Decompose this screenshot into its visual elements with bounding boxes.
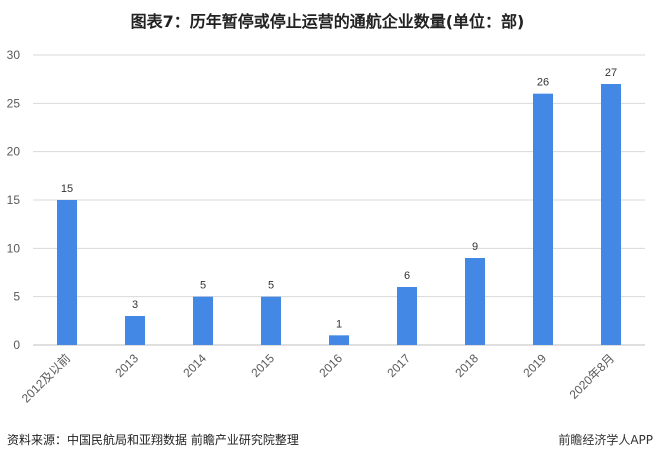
data-label: 27 [605, 67, 617, 79]
bar [125, 316, 145, 345]
bar [261, 296, 281, 345]
bar [329, 335, 349, 345]
bar [465, 258, 485, 345]
y-tick-label: 0 [13, 338, 20, 352]
data-label: 9 [472, 241, 478, 253]
brand-label: 前瞻经济学人APP [558, 433, 653, 447]
bar [601, 84, 621, 345]
bar [57, 200, 77, 345]
x-tick-label: 2012及以前 [18, 351, 73, 406]
x-tick-label: 2014 [180, 351, 209, 380]
x-tick-label: 2018 [452, 351, 481, 380]
y-tick-label: 15 [7, 193, 21, 207]
bar [397, 287, 417, 345]
y-tick-label: 25 [7, 96, 21, 110]
bar [533, 93, 553, 346]
x-tick-label: 2016 [316, 351, 345, 380]
x-tick-label: 2019 [520, 351, 549, 380]
data-label: 3 [132, 299, 138, 311]
source-note: 资料来源：中国民航局和亚翔数据 前瞻产业研究院整理 [7, 433, 299, 447]
y-tick-label: 5 [13, 290, 20, 304]
y-tick-label: 10 [7, 241, 21, 255]
data-label: 1 [336, 318, 342, 330]
data-label: 15 [61, 183, 73, 195]
y-tick-label: 20 [7, 145, 21, 159]
data-label: 26 [537, 77, 549, 89]
x-tick-label: 2013 [112, 351, 141, 380]
x-tick-label: 2017 [384, 351, 413, 380]
x-tick-label: 2020年8月 [567, 351, 617, 401]
bar [193, 296, 213, 345]
chart-title: 图表7：历年暂停或停止运营的通航企业数量(单位：部) [130, 12, 525, 31]
data-label: 5 [268, 280, 274, 292]
data-label: 6 [404, 270, 410, 282]
data-label: 5 [200, 280, 206, 292]
y-tick-label: 30 [7, 48, 21, 62]
x-tick-label: 2015 [248, 351, 277, 380]
